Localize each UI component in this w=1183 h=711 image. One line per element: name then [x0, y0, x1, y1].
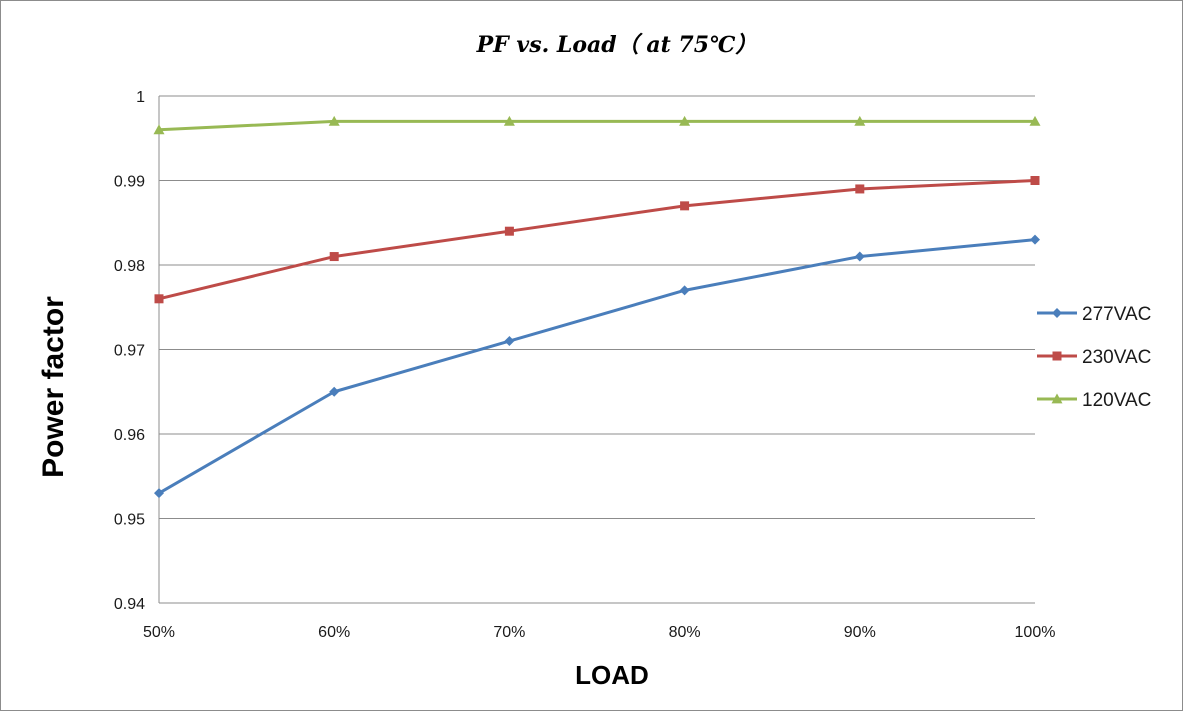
data-point-230vac — [329, 252, 339, 262]
series-277vac — [154, 234, 1040, 499]
x-tick-label: 90% — [844, 624, 876, 641]
legend-label: 120VAC — [1082, 390, 1151, 411]
legend-item-230vac: 230VAC — [1037, 347, 1151, 368]
series-line-277vac — [158, 238, 1036, 495]
data-point-277vac — [679, 285, 690, 296]
x-axis-title: LOAD — [575, 660, 649, 690]
series-120vac — [153, 115, 1041, 135]
data-point-230vac — [855, 184, 865, 194]
x-tick-label: 50% — [143, 624, 175, 641]
legend-label: 277VAC — [1082, 304, 1151, 325]
series-line-120vac — [158, 119, 1035, 132]
legend-item-120vac: 120VAC — [1037, 390, 1151, 411]
data-point-277vac — [1030, 234, 1040, 245]
y-axis-title: Power factor — [37, 296, 70, 478]
x-tick-label: 80% — [669, 624, 701, 641]
data-point-230vac — [680, 201, 690, 211]
data-point-120vac — [854, 115, 866, 126]
series-line-230vac — [158, 179, 1036, 301]
legend-marker-120vac — [1051, 393, 1063, 404]
y-tick-label: 0.99 — [114, 174, 145, 191]
y-tick-label: 0.95 — [114, 512, 145, 529]
series-230vac — [154, 176, 1040, 304]
axes: 0.94 0.95 0.96 0.97 0.98 0.99 1 50% 60% 70% 80% 90%… — [114, 89, 1056, 641]
series-layer — [153, 115, 1041, 499]
y-tick-label: 1 — [136, 89, 145, 106]
data-point-277vac — [329, 386, 340, 397]
gridlines — [159, 95, 1035, 604]
data-point-277vac — [504, 336, 515, 347]
data-point-120vac — [503, 115, 515, 126]
data-point-120vac — [153, 124, 165, 135]
data-point-277vac — [854, 251, 865, 262]
x-tick-label: 60% — [318, 624, 350, 641]
y-tick-label: 0.96 — [114, 427, 145, 444]
x-tick-label: 100% — [1015, 624, 1056, 641]
data-point-120vac — [328, 115, 340, 126]
x-tick-label: 70% — [493, 624, 525, 641]
legend-marker-277vac — [1052, 308, 1062, 318]
chart-title: PF vs. Load（ at 75℃） — [476, 32, 758, 58]
legend-label: 230VAC — [1082, 347, 1151, 368]
legend: 277VAC 230VAC 120VAC — [1037, 304, 1151, 411]
data-point-120vac — [679, 115, 691, 126]
y-tick-label: 0.97 — [114, 343, 145, 360]
y-tick-label: 0.94 — [114, 596, 145, 613]
legend-marker-230vac — [1052, 351, 1062, 361]
data-point-230vac — [1030, 176, 1040, 185]
data-point-230vac — [154, 294, 164, 304]
data-point-277vac — [154, 488, 164, 499]
data-point-230vac — [504, 226, 514, 236]
y-tick-label: 0.98 — [114, 258, 145, 275]
legend-item-277vac: 277VAC — [1037, 304, 1151, 325]
data-point-120vac — [1029, 115, 1041, 126]
